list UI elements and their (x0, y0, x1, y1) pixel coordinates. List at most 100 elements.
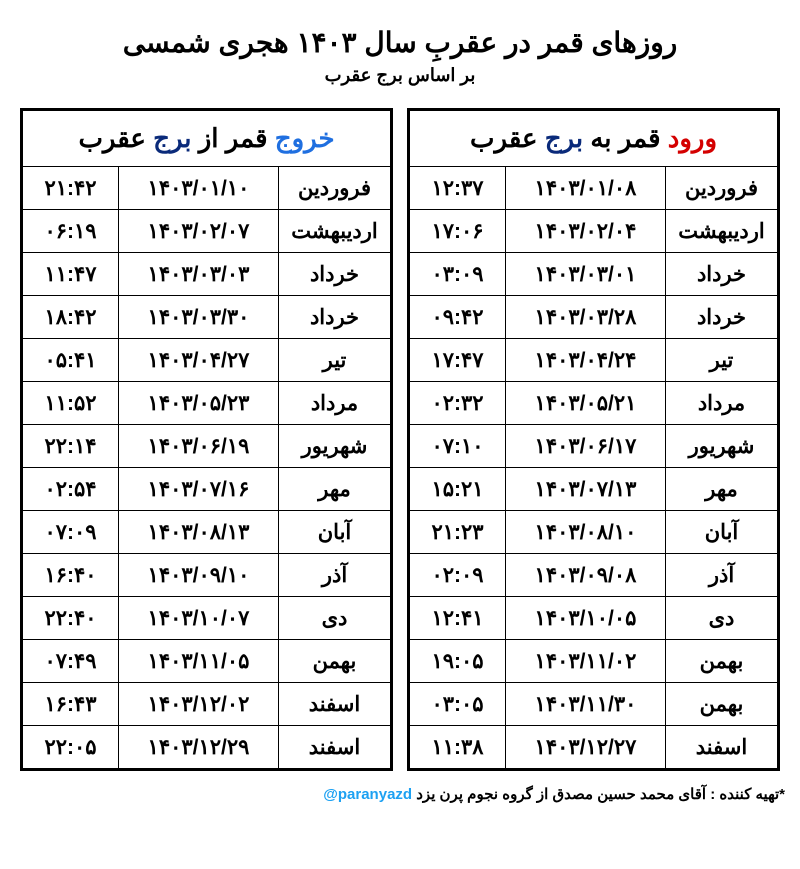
date-cell: ۱۴۰۳/۰۱/۱۰ (119, 167, 279, 210)
month-cell: تیر (666, 339, 778, 382)
time-cell: ۱۱:۵۲ (23, 382, 119, 425)
date-cell: ۱۴۰۳/۰۵/۲۱ (506, 382, 666, 425)
entry-table-body: فروردین۱۴۰۳/۰۱/۰۸۱۲:۳۷اردیبهشت۱۴۰۳/۰۲/۰۴… (410, 167, 778, 769)
date-cell: ۱۴۰۳/۰۳/۲۸ (506, 296, 666, 339)
date-cell: ۱۴۰۳/۱۰/۰۷ (119, 597, 279, 640)
month-cell: خرداد (666, 253, 778, 296)
date-cell: ۱۴۰۳/۰۶/۱۷ (506, 425, 666, 468)
entry-header-keyword: ورود (668, 123, 717, 153)
month-cell: مهر (279, 468, 391, 511)
month-cell: مرداد (279, 382, 391, 425)
table-row: خرداد۱۴۰۳/۰۳/۰۳۱۱:۴۷ (23, 253, 391, 296)
entry-table-wrap: ورود قمر به برج عقرب فروردین۱۴۰۳/۰۱/۰۸۱۲… (407, 108, 780, 771)
table-row: فروردین۱۴۰۳/۰۱/۱۰۲۱:۴۲ (23, 167, 391, 210)
month-cell: خرداد (279, 253, 391, 296)
exit-header-mid: قمر از (192, 123, 275, 153)
table-row: خرداد۱۴۰۳/۰۳/۲۸۰۹:۴۲ (410, 296, 778, 339)
month-cell: خرداد (279, 296, 391, 339)
month-cell: دی (279, 597, 391, 640)
exit-table-wrap: خروج قمر از برج عقرب فروردین۱۴۰۳/۰۱/۱۰۲۱… (20, 108, 393, 771)
table-row: آذر۱۴۰۳/۰۹/۱۰۱۶:۴۰ (23, 554, 391, 597)
entry-table-header: ورود قمر به برج عقرب (410, 111, 778, 167)
table-row: تیر۱۴۰۳/۰۴/۲۴۱۷:۴۷ (410, 339, 778, 382)
date-cell: ۱۴۰۳/۰۴/۲۴ (506, 339, 666, 382)
table-row: آذر۱۴۰۳/۰۹/۰۸۰۲:۰۹ (410, 554, 778, 597)
time-cell: ۱۱:۳۸ (410, 726, 506, 769)
exit-header-rest: عقرب (78, 123, 153, 153)
date-cell: ۱۴۰۳/۰۶/۱۹ (119, 425, 279, 468)
table-row: بهمن۱۴۰۳/۱۱/۰۵۰۷:۴۹ (23, 640, 391, 683)
time-cell: ۱۵:۲۱ (410, 468, 506, 511)
date-cell: ۱۴۰۳/۱۱/۳۰ (506, 683, 666, 726)
time-cell: ۱۶:۴۰ (23, 554, 119, 597)
footer-handle[interactable]: @paranyazd (323, 786, 412, 803)
time-cell: ۰۲:۵۴ (23, 468, 119, 511)
time-cell: ۱۸:۴۲ (23, 296, 119, 339)
exit-header-burj: برج (153, 123, 191, 153)
tables-container: ورود قمر به برج عقرب فروردین۱۴۰۳/۰۱/۰۸۱۲… (15, 108, 785, 771)
table-row: آبان۱۴۰۳/۰۸/۱۰۲۱:۲۳ (410, 511, 778, 554)
time-cell: ۰۷:۰۹ (23, 511, 119, 554)
month-cell: فروردین (279, 167, 391, 210)
month-cell: اسفند (279, 726, 391, 769)
month-cell: مهر (666, 468, 778, 511)
month-cell: خرداد (666, 296, 778, 339)
date-cell: ۱۴۰۳/۰۹/۰۸ (506, 554, 666, 597)
month-cell: دی (666, 597, 778, 640)
month-cell: آذر (279, 554, 391, 597)
table-row: اردیبهشت۱۴۰۳/۰۲/۰۴۱۷:۰۶ (410, 210, 778, 253)
month-cell: اسفند (666, 726, 778, 769)
date-cell: ۱۴۰۳/۰۹/۱۰ (119, 554, 279, 597)
date-cell: ۱۴۰۳/۱۲/۰۲ (119, 683, 279, 726)
time-cell: ۲۲:۱۴ (23, 425, 119, 468)
table-row: بهمن۱۴۰۳/۱۱/۳۰۰۳:۰۵ (410, 683, 778, 726)
month-cell: فروردین (666, 167, 778, 210)
time-cell: ۱۷:۴۷ (410, 339, 506, 382)
time-cell: ۲۲:۴۰ (23, 597, 119, 640)
time-cell: ۱۲:۳۷ (410, 167, 506, 210)
entry-header-burj: برج (545, 123, 583, 153)
table-row: دی۱۴۰۳/۱۰/۰۷۲۲:۴۰ (23, 597, 391, 640)
table-row: فروردین۱۴۰۳/۰۱/۰۸۱۲:۳۷ (410, 167, 778, 210)
date-cell: ۱۴۰۳/۰۷/۱۳ (506, 468, 666, 511)
date-cell: ۱۴۰۳/۱۲/۲۷ (506, 726, 666, 769)
month-cell: بهمن (666, 640, 778, 683)
month-cell: آبان (666, 511, 778, 554)
time-cell: ۰۲:۳۲ (410, 382, 506, 425)
time-cell: ۲۱:۲۳ (410, 511, 506, 554)
time-cell: ۱۲:۴۱ (410, 597, 506, 640)
time-cell: ۰۵:۴۱ (23, 339, 119, 382)
exit-table-body: فروردین۱۴۰۳/۰۱/۱۰۲۱:۴۲اردیبهشت۱۴۰۳/۰۲/۰۷… (23, 167, 391, 769)
table-row: شهریور۱۴۰۳/۰۶/۱۷۰۷:۱۰ (410, 425, 778, 468)
month-cell: اسفند (279, 683, 391, 726)
table-row: اسفند۱۴۰۳/۱۲/۰۲۱۶:۴۳ (23, 683, 391, 726)
table-row: مرداد۱۴۰۳/۰۵/۲۳۱۱:۵۲ (23, 382, 391, 425)
month-cell: اردیبهشت (279, 210, 391, 253)
time-cell: ۰۷:۱۰ (410, 425, 506, 468)
date-cell: ۱۴۰۳/۰۵/۲۳ (119, 382, 279, 425)
date-cell: ۱۴۰۳/۰۷/۱۶ (119, 468, 279, 511)
footer-text: *تهیه کننده : آقای محمد حسین مصدق از گرو… (412, 786, 785, 803)
table-row: تیر۱۴۰۳/۰۴/۲۷۰۵:۴۱ (23, 339, 391, 382)
table-row: اسفند۱۴۰۳/۱۲/۲۹۲۲:۰۵ (23, 726, 391, 769)
table-row: شهریور۱۴۰۳/۰۶/۱۹۲۲:۱۴ (23, 425, 391, 468)
month-cell: شهریور (279, 425, 391, 468)
month-cell: مرداد (666, 382, 778, 425)
month-cell: شهریور (666, 425, 778, 468)
month-cell: آبان (279, 511, 391, 554)
date-cell: ۱۴۰۳/۰۳/۳۰ (119, 296, 279, 339)
exit-table: خروج قمر از برج عقرب فروردین۱۴۰۳/۰۱/۱۰۲۱… (22, 110, 391, 769)
page-title: روزهای قمر در عقربِ سال ۱۴۰۳ هجری شمسی (15, 26, 785, 59)
exit-header-keyword: خروج (275, 123, 335, 153)
date-cell: ۱۴۰۳/۰۲/۰۴ (506, 210, 666, 253)
time-cell: ۰۹:۴۲ (410, 296, 506, 339)
table-row: اردیبهشت۱۴۰۳/۰۲/۰۷۰۶:۱۹ (23, 210, 391, 253)
date-cell: ۱۴۰۳/۱۲/۲۹ (119, 726, 279, 769)
table-row: دی۱۴۰۳/۱۰/۰۵۱۲:۴۱ (410, 597, 778, 640)
time-cell: ۰۳:۰۵ (410, 683, 506, 726)
time-cell: ۰۲:۰۹ (410, 554, 506, 597)
time-cell: ۱۷:۰۶ (410, 210, 506, 253)
exit-table-header: خروج قمر از برج عقرب (23, 111, 391, 167)
date-cell: ۱۴۰۳/۰۳/۰۳ (119, 253, 279, 296)
month-cell: آذر (666, 554, 778, 597)
